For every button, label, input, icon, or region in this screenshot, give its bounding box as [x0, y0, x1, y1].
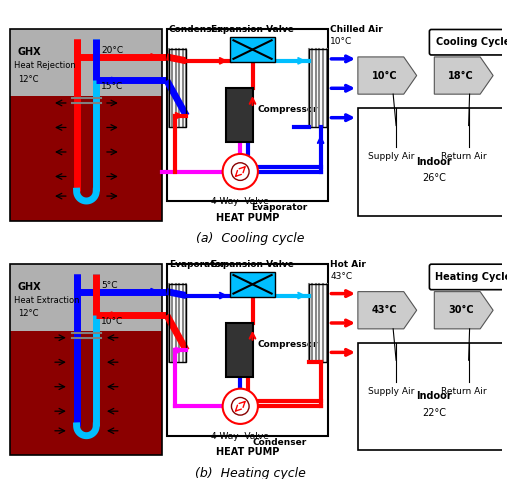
Bar: [10, 96, 162, 221]
Bar: [167, 264, 329, 436]
Text: Heating Cycle: Heating Cycle: [435, 272, 507, 282]
Polygon shape: [442, 360, 486, 382]
Text: Supply Air: Supply Air: [369, 387, 415, 396]
Text: Supply Air: Supply Air: [369, 152, 415, 161]
Bar: [10, 264, 162, 456]
Text: Heat Extraction: Heat Extraction: [14, 296, 80, 305]
Text: 22°C: 22°C: [422, 408, 446, 418]
Text: Chilled Air: Chilled Air: [331, 25, 383, 34]
Text: 12°C: 12°C: [18, 75, 39, 83]
Bar: [169, 49, 187, 127]
Bar: [10, 30, 162, 221]
Text: Heat Rejection: Heat Rejection: [14, 61, 76, 70]
Text: 10°C: 10°C: [331, 37, 353, 46]
Text: Compressor: Compressor: [258, 340, 318, 349]
Polygon shape: [434, 292, 493, 329]
Text: Compressor: Compressor: [258, 105, 318, 114]
Circle shape: [223, 154, 258, 189]
Text: 10°C: 10°C: [101, 317, 123, 326]
Bar: [358, 108, 507, 216]
Bar: [10, 30, 162, 96]
Text: GHX: GHX: [18, 282, 42, 292]
Polygon shape: [370, 360, 414, 382]
Text: 18°C: 18°C: [448, 70, 474, 80]
Text: Condenser: Condenser: [169, 25, 223, 34]
Bar: [167, 30, 329, 201]
Text: 26°C: 26°C: [422, 173, 446, 183]
Text: 15°C: 15°C: [101, 82, 123, 91]
FancyBboxPatch shape: [429, 264, 507, 290]
Text: Expansion Valve: Expansion Valve: [211, 260, 294, 269]
Bar: [358, 342, 507, 450]
Text: 12°C: 12°C: [18, 309, 39, 318]
Text: HEAT PUMP: HEAT PUMP: [216, 447, 279, 457]
Bar: [226, 88, 253, 142]
Text: Return Air: Return Air: [442, 387, 487, 396]
Bar: [309, 49, 327, 127]
Text: Expansion Valve: Expansion Valve: [211, 25, 294, 34]
Polygon shape: [358, 57, 417, 94]
Text: HEAT PUMP: HEAT PUMP: [216, 213, 279, 223]
Text: Indoor: Indoor: [416, 391, 452, 401]
Text: (b)  Heating cycle: (b) Heating cycle: [195, 467, 306, 479]
Text: 10°C: 10°C: [372, 70, 397, 80]
Text: 43°C: 43°C: [372, 305, 397, 315]
Text: Cooling Cycle: Cooling Cycle: [436, 37, 507, 47]
Text: Indoor: Indoor: [416, 157, 452, 167]
FancyBboxPatch shape: [429, 30, 507, 55]
Text: 4 Way  Valve: 4 Way Valve: [211, 432, 269, 441]
Text: 20°C: 20°C: [101, 46, 123, 55]
Text: Hot Air: Hot Air: [331, 260, 366, 269]
Polygon shape: [370, 125, 414, 147]
Circle shape: [223, 388, 258, 424]
Bar: [231, 272, 275, 297]
Text: Evaporator: Evaporator: [169, 260, 225, 269]
Text: GHX: GHX: [18, 47, 42, 57]
Text: 30°C: 30°C: [448, 305, 474, 315]
Polygon shape: [358, 292, 417, 329]
Text: Condenser: Condenser: [252, 438, 307, 446]
Bar: [10, 331, 162, 456]
Text: 5°C: 5°C: [101, 281, 118, 290]
Bar: [169, 284, 187, 362]
Text: 43°C: 43°C: [331, 272, 352, 281]
Text: 4 Way  Valve: 4 Way Valve: [211, 197, 269, 206]
Text: (a)  Cooling cycle: (a) Cooling cycle: [196, 232, 304, 245]
Text: Evaporator: Evaporator: [250, 203, 307, 212]
Polygon shape: [442, 125, 486, 147]
Bar: [231, 37, 275, 62]
Polygon shape: [434, 57, 493, 94]
Bar: [309, 284, 327, 362]
Text: Return Air: Return Air: [442, 152, 487, 161]
Bar: [226, 323, 253, 377]
Bar: [10, 264, 162, 331]
